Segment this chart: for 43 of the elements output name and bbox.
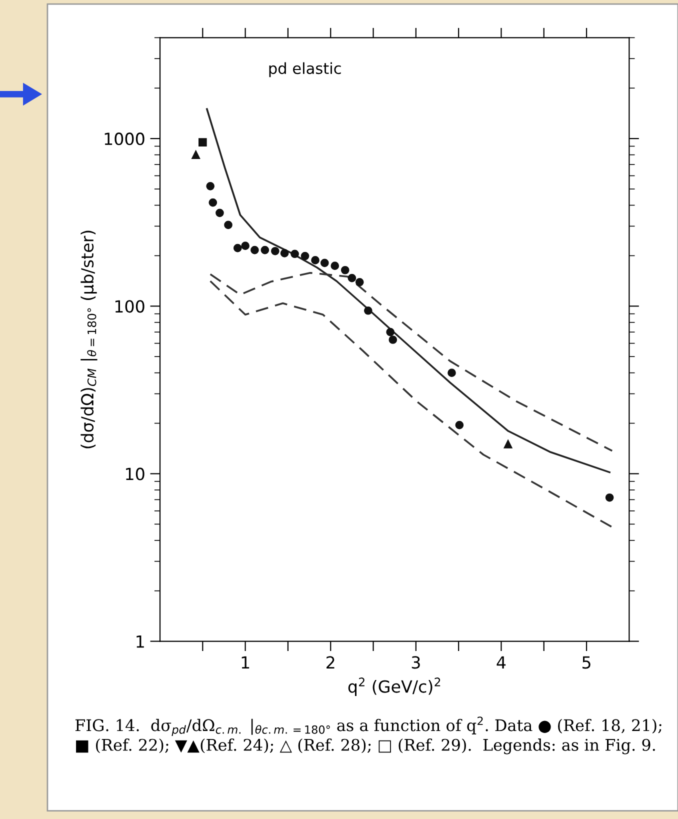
point: [300, 252, 310, 260]
point: [348, 274, 356, 282]
point: [250, 246, 259, 254]
point: [233, 244, 242, 252]
line-series: [209, 272, 614, 452]
point: [216, 208, 224, 218]
point: [355, 278, 364, 286]
point: [224, 220, 232, 230]
point: [198, 138, 207, 146]
point: [605, 493, 614, 502]
y-tick-label: 100: [115, 300, 144, 313]
text: FIG. 14. dσ$_{pd}$/dΩ$_{c.m.}$ |$_{θc.m.=180°}$ as a function of q$^{2}$. Data ● (Ref. 18, 21); ■ (Ref. 22); ▼▲(Ref. 24); △ (Ref. 28); □ (Ref. 29). Legends: as in Fig. 9.: [75, 716, 662, 754]
point: [504, 440, 512, 448]
point: [206, 182, 215, 190]
point: [388, 336, 398, 344]
y-tick-label: 1: [136, 635, 144, 648]
point: [386, 328, 394, 336]
point: [340, 266, 350, 274]
line-series: [209, 280, 614, 528]
x-tick-label: 2: [326, 656, 334, 669]
point: [192, 150, 200, 159]
point: [271, 246, 280, 256]
annotation: pd elastic: [269, 62, 341, 78]
x-tick-label: 1: [242, 656, 250, 669]
x-axis-title: q$^{2}$ (GeV/c)$^{2}$: [348, 678, 440, 696]
x-tick-label: 5: [582, 656, 590, 669]
point: [330, 262, 340, 270]
x-tick-label: 4: [496, 656, 506, 669]
point: [241, 242, 250, 250]
point: [290, 250, 299, 258]
y-tick-label: 1000: [104, 132, 144, 146]
x-tick-label: 3: [412, 656, 420, 669]
point: [260, 246, 270, 254]
point: [455, 420, 464, 430]
point: [208, 198, 218, 207]
point: [364, 306, 372, 315]
point: [448, 368, 456, 377]
line-series: [206, 108, 610, 474]
y-axis-title: (dσ/dΩ)$_{CM}$ |$_{θ=180°}$ (μb/ster): [80, 230, 98, 448]
point: [320, 258, 329, 268]
point: [280, 249, 289, 258]
y-tick-label: 10: [126, 468, 144, 480]
point: [311, 256, 320, 264]
